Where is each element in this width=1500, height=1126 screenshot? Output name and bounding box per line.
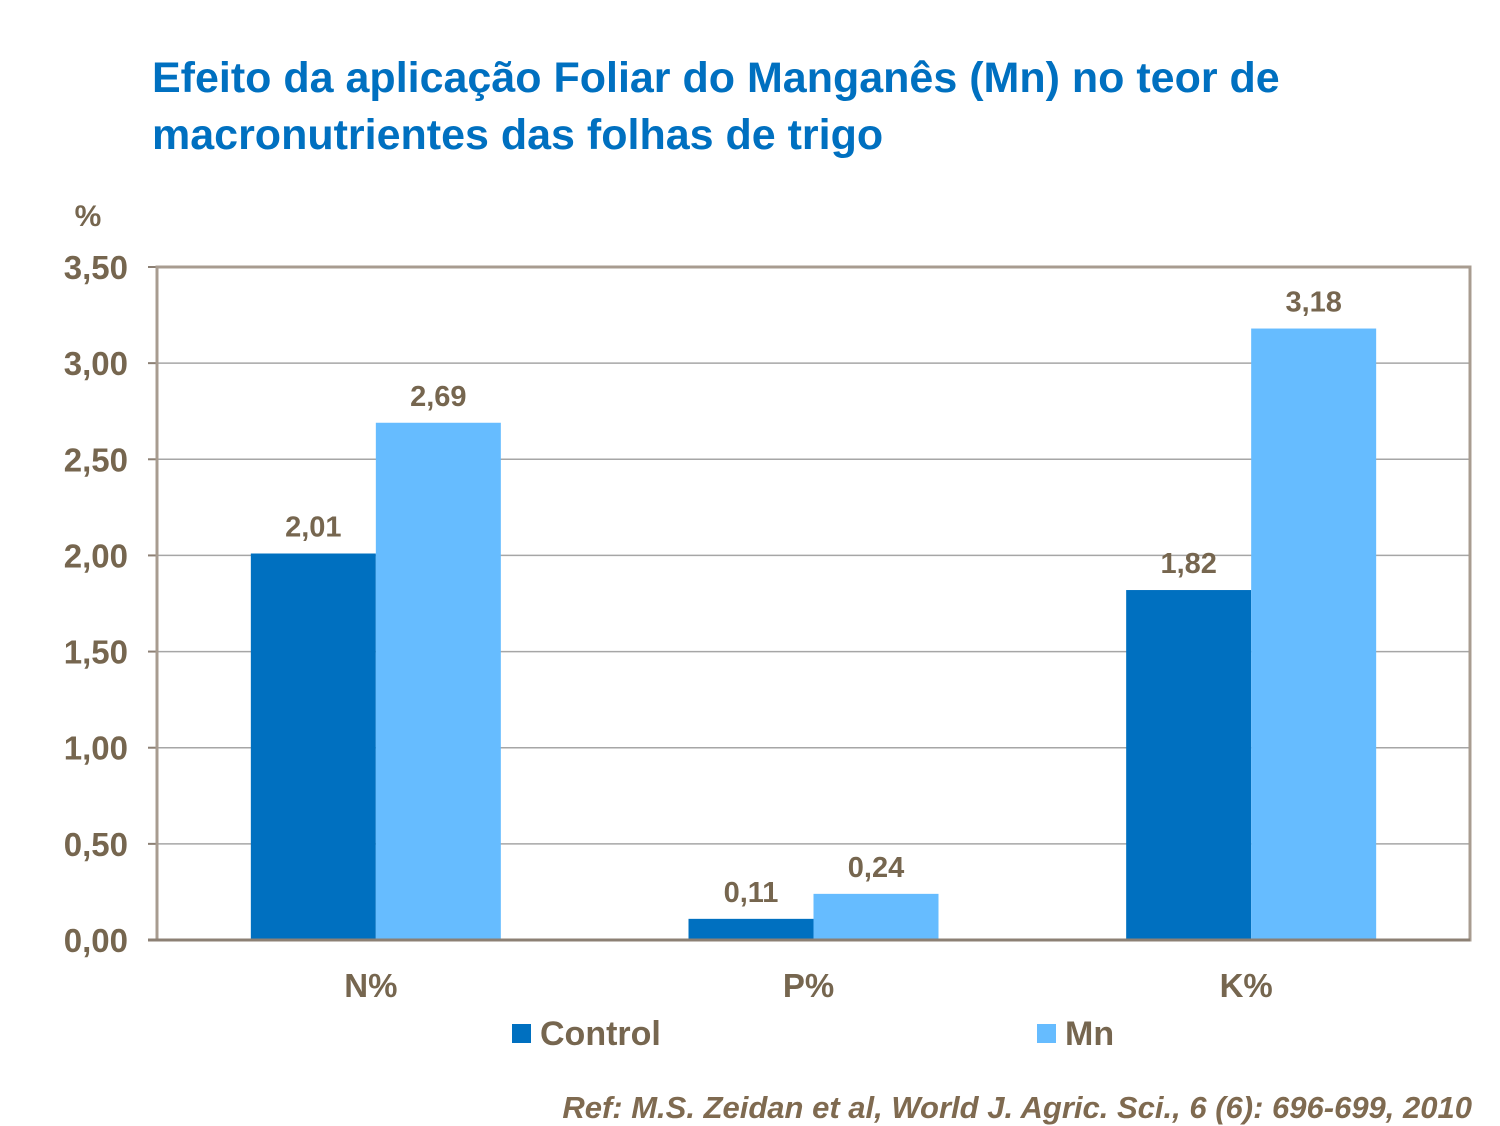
x-tick-label: K% [1220,967,1273,1004]
y-tick-label: 1,50 [64,634,128,671]
data-label: 2,69 [410,381,466,413]
y-tick-label: 3,00 [64,345,128,382]
bar-mn [375,422,501,940]
data-label: 0,11 [724,877,779,909]
data-label: 1,82 [1160,548,1216,580]
bar-mn [1251,328,1377,940]
bar-mn [813,893,939,940]
legend-swatch-control [512,1024,531,1043]
y-tick-label: 3,50 [64,249,128,286]
x-tick-label: P% [783,967,834,1004]
y-tick-label: 1,00 [64,730,128,767]
y-tick-label: 2,00 [64,537,128,574]
bar-control [250,553,376,940]
data-label: 2,01 [285,512,341,544]
legend-label: Control [540,1015,661,1053]
legend-label: Mn [1065,1015,1114,1053]
data-label: 3,18 [1285,287,1341,319]
y-tick-label: 0,00 [64,922,128,959]
y-tick-label: 0,50 [64,826,128,863]
y-axis-label: % [75,200,102,233]
x-tick-label: N% [344,967,397,1004]
legend-swatch-mn [1037,1024,1056,1043]
bar-control [1126,590,1252,940]
y-tick-label: 2,50 [64,441,128,478]
chart-title: Efeito da aplicação Foliar do Manganês (… [152,54,1280,159]
bar-control [688,918,814,940]
data-label: 0,24 [848,852,904,884]
reference-citation: Ref: M.S. Zeidan et al, World J. Agric. … [562,1090,1472,1125]
